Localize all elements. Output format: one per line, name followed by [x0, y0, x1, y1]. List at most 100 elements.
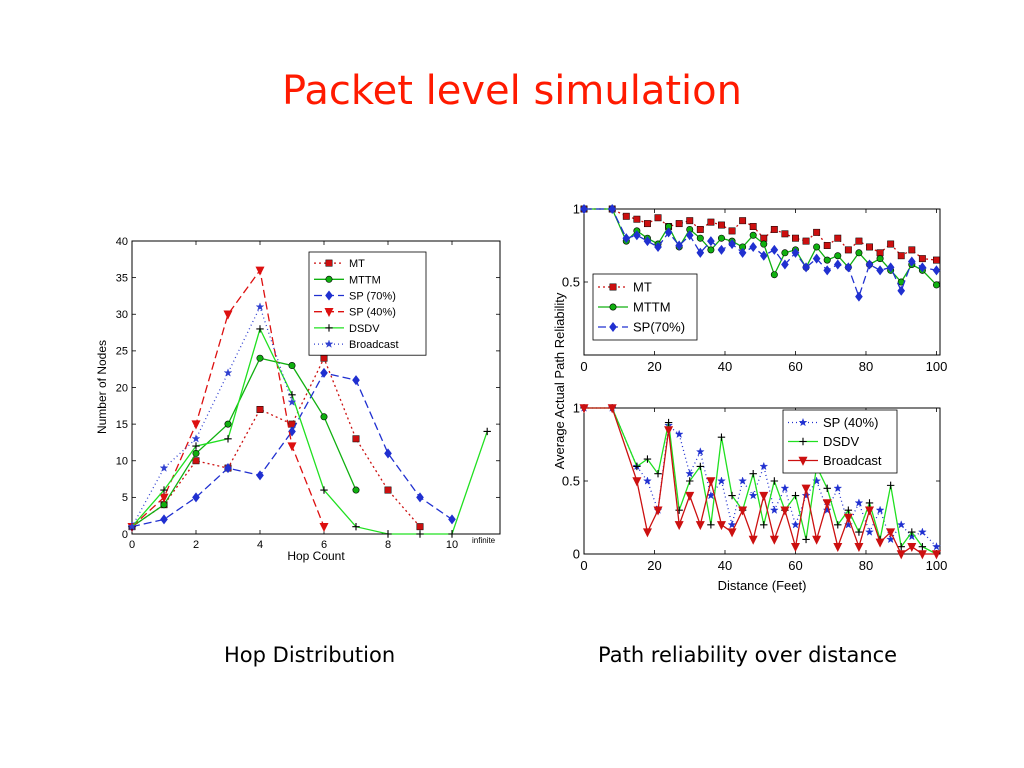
data-point: [384, 448, 392, 459]
data-point: [664, 418, 673, 427]
data-point: [707, 236, 715, 247]
legend-label: SP (70%): [349, 290, 396, 302]
data-point: [769, 535, 779, 545]
data-point: [854, 543, 864, 553]
data-point: [192, 449, 200, 457]
data-point: [932, 265, 941, 276]
data-point: [192, 457, 200, 465]
legend-label: MTTM: [633, 300, 671, 315]
data-point: [288, 362, 296, 370]
data-point: [834, 252, 842, 260]
data-point: [707, 218, 715, 226]
data-point: [643, 236, 652, 247]
data-point: [760, 521, 768, 529]
legend-label: MTTM: [349, 274, 381, 286]
data-point: [759, 491, 769, 501]
legend-label: DSDV: [823, 434, 859, 449]
legend-marker: [324, 308, 334, 318]
data-point: [287, 442, 297, 452]
data-point: [416, 530, 424, 538]
data-point: [855, 237, 863, 245]
x-tick-label: 20: [647, 558, 661, 573]
data-point: [791, 247, 800, 258]
data-point: [897, 543, 905, 551]
data-point: [256, 325, 264, 333]
data-point: [908, 528, 916, 536]
data-point: [918, 543, 927, 551]
data-point: [833, 543, 843, 553]
y-axis-label: Average Actual Path Reliability: [552, 292, 567, 469]
data-point: [875, 505, 885, 514]
data-point: [416, 492, 424, 503]
data-point: [716, 521, 726, 531]
data-point: [896, 550, 906, 560]
data-point: [896, 520, 906, 529]
series-4: [128, 325, 491, 538]
data-point: [770, 244, 779, 255]
data-point: [790, 543, 800, 553]
data-point: [823, 242, 831, 249]
y-tick-label: 0: [573, 547, 580, 562]
legend-marker: [798, 456, 808, 466]
legend: MT MTTM SP(70%): [592, 273, 698, 341]
series-2: [579, 404, 941, 560]
data-point: [727, 528, 737, 538]
data-point: [781, 249, 789, 257]
data-point: [908, 246, 916, 254]
data-point: [728, 227, 736, 235]
data-point: [728, 239, 736, 250]
data-point: [834, 234, 842, 242]
data-point: [802, 262, 810, 273]
data-point: [159, 463, 169, 472]
data-point: [192, 442, 200, 450]
data-point: [224, 420, 232, 428]
data-point: [580, 203, 588, 215]
data-point: [749, 223, 757, 230]
data-point: [812, 476, 821, 485]
data-point: [696, 225, 704, 233]
data-point: [224, 435, 232, 443]
data-point: [770, 225, 778, 233]
y-tick-label: 0.5: [562, 275, 580, 290]
chart-0: 0 2 4 6 8 10 0 5 10 15 20 25 30 35 40 infinite Hop Count…: [95, 236, 501, 563]
y-tick-label: 35: [116, 272, 128, 284]
data-point: [352, 522, 360, 531]
data-point: [416, 523, 424, 531]
data-point: [632, 477, 642, 487]
data-point: [319, 522, 329, 532]
data-point: [160, 486, 168, 494]
data-point: [791, 491, 800, 500]
data-point: [159, 493, 169, 503]
legend-label: DSDV: [349, 323, 380, 335]
data-point: [717, 244, 726, 255]
series-line: [131, 356, 421, 528]
legend: MT MTTM SP (70%) SP (40%) DSDV Broadcast: [308, 251, 427, 356]
y-tick-label: 5: [122, 492, 128, 504]
data-point: [739, 217, 747, 225]
data-point: [255, 266, 265, 276]
series-2: [128, 367, 456, 532]
series-0: [579, 403, 941, 551]
x-tick-label: 2: [193, 539, 199, 551]
data-point: [707, 521, 715, 529]
data-point: [160, 514, 168, 525]
data-point: [483, 427, 491, 436]
legend-box: [308, 251, 427, 356]
y-tick-label: 30: [116, 309, 128, 321]
data-point: [844, 246, 852, 254]
data-point: [685, 491, 695, 501]
data-point: [748, 535, 758, 545]
data-point: [320, 354, 328, 362]
x-tick-label: 40: [718, 359, 732, 374]
series-2: [580, 203, 941, 302]
data-point: [887, 240, 895, 248]
x-axis-label: Hop Count: [287, 549, 345, 563]
series-line: [131, 372, 453, 528]
data-point: [917, 550, 927, 560]
legend-marker: [799, 437, 807, 446]
x-tick-label: 4: [257, 539, 263, 551]
data-point: [448, 530, 456, 538]
data-point: [288, 426, 296, 437]
chart-1: 0 20 40 60 80 100 0.5 1 MT MTTM SP(70%): [562, 202, 947, 374]
x-tick-label: 10: [446, 539, 458, 551]
